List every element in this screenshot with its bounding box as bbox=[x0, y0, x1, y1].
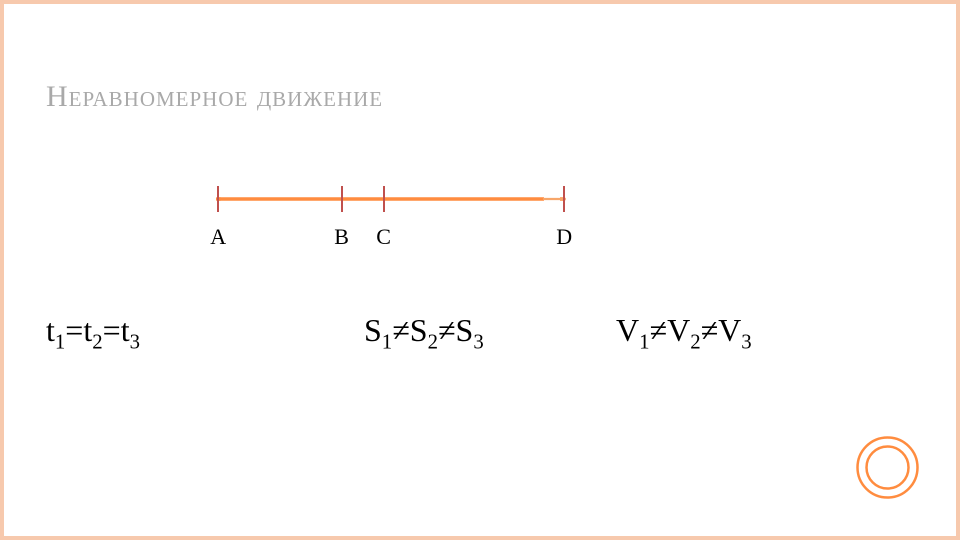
point-label-d: D bbox=[556, 224, 572, 250]
equation-v: V1≠V2≠V3 bbox=[616, 312, 752, 354]
point-label-a: A bbox=[210, 224, 226, 250]
point-label-b: B bbox=[334, 224, 349, 250]
equation-t: t1=t2=t3 bbox=[46, 312, 140, 354]
slide-panel: Неравномерное движение A B C D t1=t2=t3 S1≠S… bbox=[16, 16, 944, 524]
corner-ornament-icon bbox=[855, 435, 920, 500]
slide-frame: Неравномерное движение A B C D t1=t2=t3 S1≠S… bbox=[0, 0, 960, 540]
point-label-c: C bbox=[376, 224, 391, 250]
equation-s: S1≠S2≠S3 bbox=[364, 312, 484, 354]
number-line-diagram bbox=[216, 184, 576, 214]
slide-title: Неравномерное движение bbox=[46, 80, 383, 114]
